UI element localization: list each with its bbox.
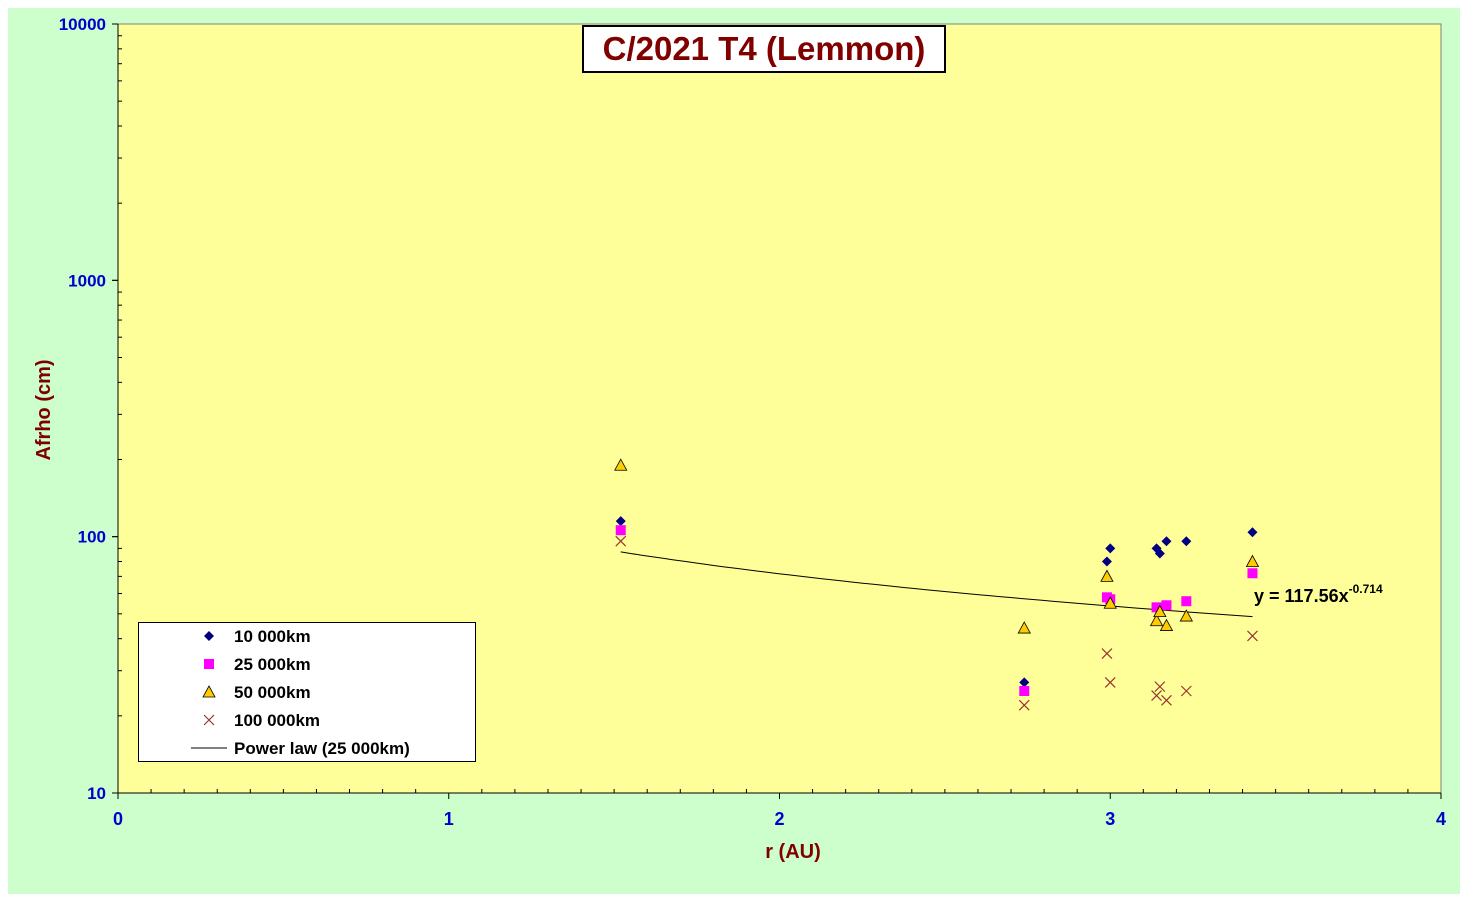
legend-item-100000km: 100 000km <box>139 707 475 735</box>
point-triangle <box>1153 604 1167 618</box>
y-tick-label: 100 <box>78 528 106 547</box>
point-triangle <box>1159 618 1174 631</box>
point-x <box>615 535 627 547</box>
chart-title: C/2021 T4 (Lemmon) <box>582 25 946 73</box>
x-tick-label: 2 <box>774 809 784 829</box>
legend-item-25000km: 25 000km <box>139 651 475 679</box>
legend-diamond-marker <box>204 631 214 641</box>
point-triangle <box>1245 554 1260 567</box>
legend: 10 000km 25 000km 50 000km 100 000km Pow… <box>138 622 476 762</box>
legend-line-marker <box>191 747 227 749</box>
trendline <box>620 551 1253 618</box>
point-diamond <box>1247 527 1258 538</box>
legend-label: Power law (25 000km) <box>234 739 410 758</box>
point-x <box>1180 685 1192 697</box>
point-diamond <box>1019 677 1030 688</box>
point-x <box>1018 699 1030 711</box>
y-tick-label: 1000 <box>68 271 106 290</box>
legend-square-marker <box>204 659 214 669</box>
point-square <box>1181 596 1192 607</box>
point-x <box>1247 630 1258 642</box>
x-axis-label: r (AU) <box>765 841 821 863</box>
point-x <box>1161 694 1172 706</box>
point-diamond <box>1105 543 1116 554</box>
y-axis-label: Afrho (cm) <box>33 359 55 460</box>
x-tick-label: 1 <box>444 809 454 829</box>
y-tick-label: 10 <box>87 784 106 803</box>
point-x <box>1154 681 1166 693</box>
point-diamond <box>1161 536 1172 547</box>
point-square <box>1161 600 1172 611</box>
point-square <box>615 525 626 536</box>
point-diamond <box>1154 548 1165 559</box>
point-triangle <box>614 458 628 471</box>
trendline-equation-base: y = 117.56x <box>1254 586 1349 606</box>
point-x <box>1151 690 1162 701</box>
point-x <box>1104 677 1116 688</box>
point-diamond <box>1181 536 1192 547</box>
y-tick-label: 10000 <box>59 15 106 34</box>
point-triangle <box>1149 613 1164 627</box>
point-diamond <box>1101 556 1112 567</box>
chart-title-text: C/2021 T4 (Lemmon) <box>602 30 926 67</box>
legend-x-marker <box>203 714 215 726</box>
legend-label: 10 000km <box>234 627 311 646</box>
point-x <box>1101 648 1113 659</box>
point-triangle <box>1103 596 1117 609</box>
legend-item-50000km: 50 000km <box>139 679 475 707</box>
point-square <box>1247 568 1258 579</box>
point-square <box>1151 602 1162 613</box>
point-square <box>1019 685 1030 696</box>
x-tick-label: 3 <box>1105 809 1115 829</box>
legend-label: 50 000km <box>234 683 311 702</box>
point-diamond <box>615 516 626 527</box>
trendline-equation-exponent: -0.714 <box>1349 582 1383 596</box>
trendline-equation: y = 117.56x-0.714 <box>1254 582 1383 606</box>
legend-item-power-law: Power law (25 000km) <box>139 735 475 763</box>
legend-label: 25 000km <box>234 655 311 674</box>
point-triangle <box>1100 569 1114 582</box>
x-tick-label: 4 <box>1436 809 1446 829</box>
point-triangle <box>1017 621 1031 634</box>
legend-item-10000km: 10 000km <box>139 623 475 651</box>
point-triangle <box>1179 609 1193 622</box>
legend-triangle-marker <box>202 685 216 698</box>
x-tick-label: 0 <box>113 809 123 829</box>
legend-label: 100 000km <box>234 711 321 730</box>
